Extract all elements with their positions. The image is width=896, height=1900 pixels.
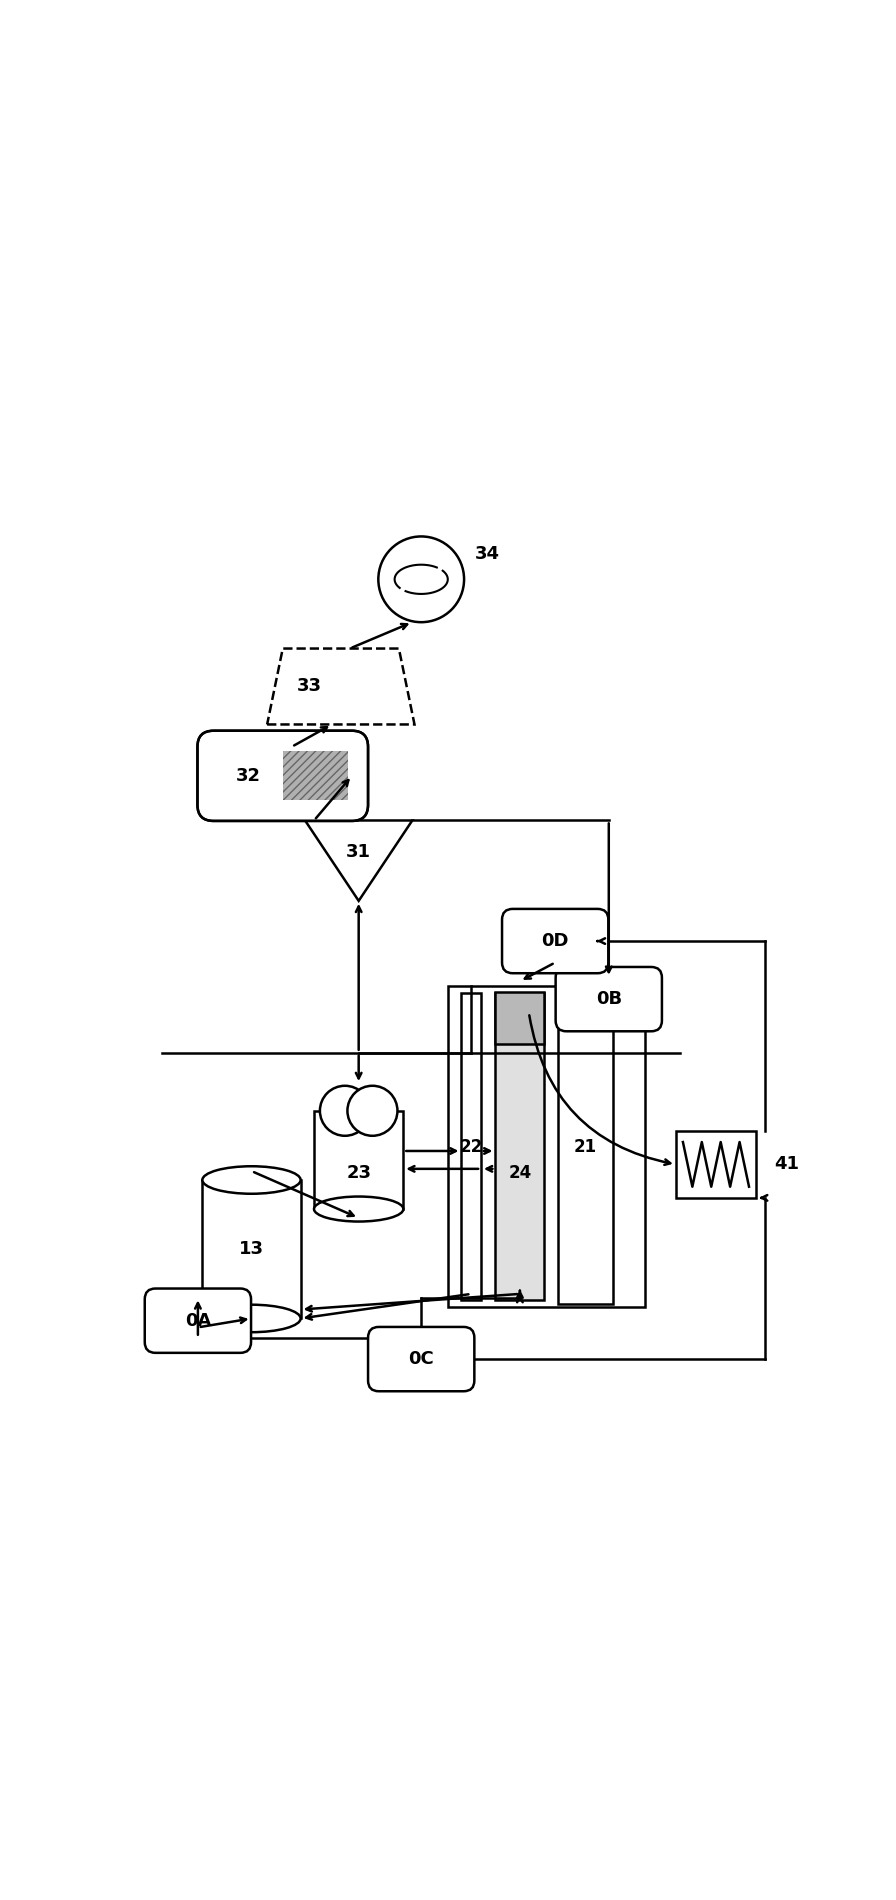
Bar (676, 1130, 756, 1197)
FancyBboxPatch shape (502, 908, 608, 973)
Bar (495, 992, 545, 1043)
Bar (558, 990, 613, 1303)
Circle shape (378, 536, 464, 621)
Circle shape (348, 1085, 398, 1136)
Text: 22: 22 (460, 1138, 483, 1155)
Bar (461, 994, 481, 1300)
Bar (202, 1180, 301, 1319)
Ellipse shape (314, 1197, 403, 1222)
Text: 21: 21 (574, 1138, 597, 1155)
Text: 34: 34 (475, 545, 500, 562)
Ellipse shape (202, 1167, 301, 1193)
Bar (283, 750, 348, 800)
Text: 23: 23 (346, 1165, 371, 1182)
Polygon shape (267, 648, 415, 724)
Text: 0D: 0D (541, 933, 569, 950)
FancyBboxPatch shape (556, 967, 662, 1032)
Bar (283, 750, 348, 800)
Text: 0C: 0C (409, 1351, 434, 1368)
FancyBboxPatch shape (145, 1288, 251, 1353)
Text: 31: 31 (346, 844, 371, 861)
Circle shape (320, 1085, 370, 1136)
Text: 33: 33 (297, 678, 322, 695)
Text: 24: 24 (508, 1165, 531, 1182)
Text: 13: 13 (239, 1241, 264, 1258)
Ellipse shape (202, 1305, 301, 1332)
Text: 32: 32 (236, 768, 261, 785)
Bar (314, 1112, 403, 1208)
Polygon shape (305, 821, 412, 901)
Bar (448, 986, 644, 1307)
Text: 0B: 0B (596, 990, 622, 1009)
FancyBboxPatch shape (368, 1326, 474, 1391)
Text: 41: 41 (774, 1155, 799, 1174)
Bar (495, 994, 545, 1300)
FancyBboxPatch shape (197, 732, 368, 821)
Text: 0A: 0A (185, 1311, 211, 1330)
